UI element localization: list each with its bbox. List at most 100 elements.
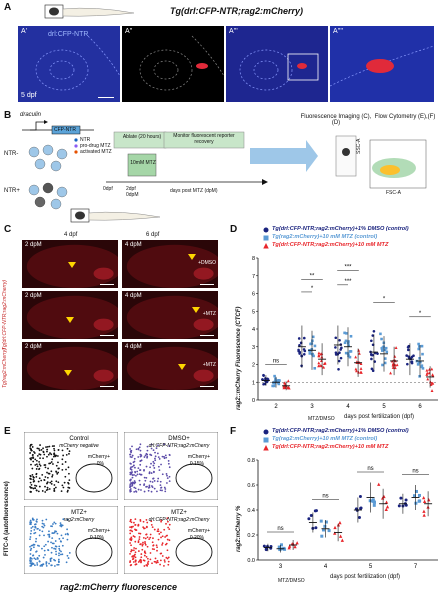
sig-label: ** bbox=[310, 274, 315, 280]
flow-event bbox=[132, 525, 134, 528]
flow-event bbox=[46, 486, 49, 489]
e-xlabel: rag2:mCherry fluorescence bbox=[60, 582, 178, 592]
flow-event bbox=[143, 476, 146, 479]
flow-event bbox=[134, 471, 137, 474]
flow-event bbox=[131, 484, 134, 487]
flow-event bbox=[134, 481, 137, 484]
flow-event bbox=[135, 474, 137, 477]
timeline-0dpf: 0dpf bbox=[103, 186, 113, 192]
flow-event bbox=[54, 486, 57, 489]
flow-event bbox=[130, 544, 132, 547]
flow-event bbox=[29, 447, 32, 450]
flow-event bbox=[40, 449, 43, 451]
flow-event bbox=[160, 536, 162, 539]
c-image-svg bbox=[26, 346, 118, 390]
thymus-signal bbox=[93, 318, 114, 331]
data-point bbox=[317, 353, 321, 357]
data-point bbox=[298, 352, 301, 355]
flow-event bbox=[153, 548, 155, 551]
flow-event bbox=[165, 522, 167, 525]
data-point bbox=[406, 362, 409, 366]
flow-event bbox=[141, 548, 144, 551]
flow-event bbox=[146, 449, 149, 452]
flow-event bbox=[65, 468, 67, 471]
flow-event bbox=[60, 534, 63, 537]
flow-event bbox=[54, 530, 56, 533]
c-image-cell: 4 dpM +MTZ bbox=[122, 291, 218, 339]
flow-event bbox=[29, 481, 32, 484]
flow-event bbox=[53, 445, 56, 447]
data-point bbox=[393, 366, 397, 370]
flow-event bbox=[60, 553, 62, 556]
panel-d-label: D bbox=[230, 224, 238, 235]
flow-event bbox=[161, 555, 164, 557]
flow-event bbox=[45, 563, 48, 565]
flow-event bbox=[49, 481, 52, 484]
c-image-dpm: 4 dpM bbox=[125, 344, 142, 350]
flow-event bbox=[167, 462, 170, 465]
flow-event bbox=[142, 543, 144, 546]
flow-event bbox=[157, 444, 159, 447]
flow-event bbox=[168, 539, 171, 542]
data-point bbox=[383, 361, 387, 365]
flow-event bbox=[54, 522, 57, 525]
flow-event bbox=[154, 457, 156, 460]
flow-event bbox=[138, 536, 141, 538]
f-mtz-dmso: MTZ/DMSO bbox=[278, 578, 305, 584]
data-point bbox=[283, 381, 286, 385]
flow-event bbox=[161, 535, 164, 538]
flow-event bbox=[145, 525, 148, 528]
flow-event bbox=[29, 474, 32, 477]
flow-event bbox=[34, 526, 37, 529]
flow-event bbox=[168, 528, 171, 530]
flow-event bbox=[30, 527, 33, 529]
zebrafish-larva-icon bbox=[44, 4, 135, 19]
y-tick-label: 6 bbox=[252, 292, 255, 298]
flow-event bbox=[153, 462, 156, 465]
data-point bbox=[383, 357, 387, 360]
data-point bbox=[297, 337, 301, 340]
flow-event bbox=[29, 477, 32, 480]
gate-circle bbox=[175, 537, 213, 567]
flow-event bbox=[129, 542, 132, 544]
flow-event bbox=[133, 490, 136, 493]
ntr-plus-label: NTR+ bbox=[4, 188, 20, 194]
flow-event bbox=[165, 535, 168, 537]
data-point bbox=[347, 340, 350, 343]
gate-percent: 0.15% bbox=[190, 461, 205, 467]
ntr-minus-label: NTR- bbox=[4, 151, 19, 157]
data-point bbox=[430, 367, 434, 371]
c-side-top: Tg(drl:CFP-NTR;rag2:mCherry) bbox=[2, 279, 8, 350]
flow-plot-subtitle: mCherry negative bbox=[59, 443, 99, 449]
flow-event bbox=[161, 542, 164, 545]
flow-event bbox=[140, 561, 142, 564]
construct-box-label: CFP-NTR bbox=[54, 127, 76, 133]
flow-event bbox=[30, 530, 33, 532]
data-point bbox=[279, 543, 283, 547]
flow-event bbox=[134, 466, 136, 469]
flow-event bbox=[35, 520, 38, 523]
data-point bbox=[371, 334, 375, 337]
flow-event bbox=[159, 559, 162, 562]
flow-event bbox=[148, 538, 151, 540]
flow-event bbox=[31, 446, 34, 448]
legend-ntr: NTR bbox=[80, 137, 91, 143]
flow-event bbox=[156, 452, 159, 455]
data-point bbox=[349, 350, 353, 353]
flow-event bbox=[38, 529, 41, 532]
flow-event bbox=[137, 488, 140, 491]
thymus-signal bbox=[93, 267, 114, 280]
square-marker-icon bbox=[263, 437, 269, 443]
flow-event bbox=[46, 481, 49, 484]
flow-event bbox=[30, 557, 33, 560]
flow-event bbox=[152, 477, 154, 480]
c-image-dpm: 2 dpM bbox=[25, 344, 42, 350]
flow-event bbox=[149, 552, 152, 554]
data-point bbox=[380, 337, 383, 341]
flow-event bbox=[53, 487, 56, 490]
flow-event bbox=[46, 471, 48, 474]
data-point bbox=[303, 349, 307, 353]
arrowhead-icon bbox=[178, 364, 186, 370]
flow-event bbox=[53, 447, 55, 450]
flow-event bbox=[154, 459, 157, 462]
